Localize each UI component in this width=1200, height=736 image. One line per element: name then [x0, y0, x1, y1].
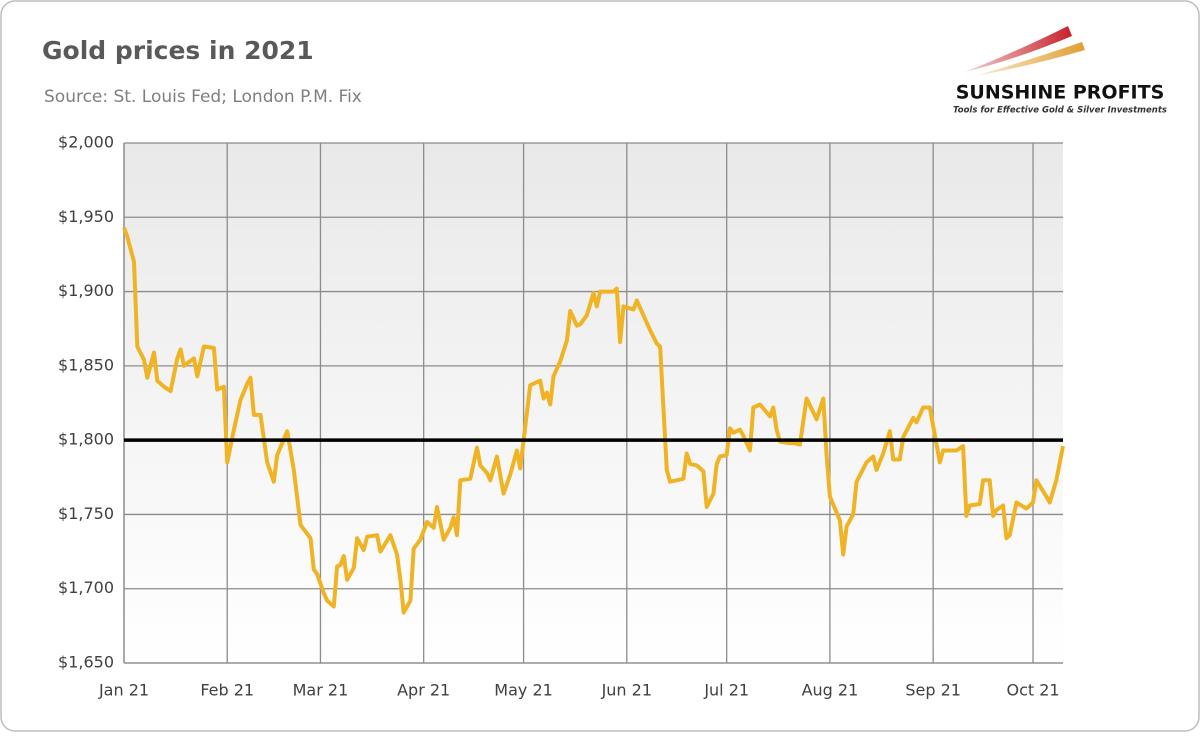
series-line — [122, 227, 1065, 615]
x-tick-label: Aug 21 — [802, 681, 859, 700]
x-tick-label: Sep 21 — [905, 681, 961, 700]
plot-area — [124, 143, 1063, 663]
logo-tagline: Tools for Effective Gold & Silver Invest… — [953, 106, 1167, 116]
chart-subtitle: Source: St. Louis Fed; London P.M. Fix — [44, 87, 362, 107]
y-tick-label: $1,750 — [58, 504, 114, 523]
x-tick-label: Jul 21 — [703, 681, 749, 700]
x-tick-label: May 21 — [494, 681, 553, 700]
x-tick-label: Apr 21 — [397, 681, 450, 700]
x-tick-label: Jun 21 — [601, 681, 652, 700]
logo-swoosh — [975, 42, 1085, 76]
x-tick-label: Oct 21 — [1006, 681, 1059, 700]
y-tick-label: $1,800 — [58, 430, 114, 449]
y-tick-label: $1,850 — [58, 355, 114, 374]
x-tick-label: Feb 21 — [200, 681, 254, 700]
logo: SUNSHINE PROFITS Tools for Effective Gol… — [953, 26, 1167, 116]
logo-swoosh — [965, 26, 1072, 72]
chart-title: Gold prices in 2021 — [42, 36, 314, 65]
y-tick-label: $1,650 — [58, 653, 114, 672]
y-tick-label: $1,950 — [58, 207, 114, 226]
x-tick-label: Mar 21 — [293, 681, 349, 700]
y-tick-label: $1,900 — [58, 281, 114, 300]
y-tick-label: $2,000 — [58, 133, 114, 152]
logo-name: SUNSHINE PROFITS — [956, 82, 1165, 104]
y-tick-label: $1,700 — [58, 578, 114, 597]
x-tick-label: Jan 21 — [98, 681, 149, 700]
